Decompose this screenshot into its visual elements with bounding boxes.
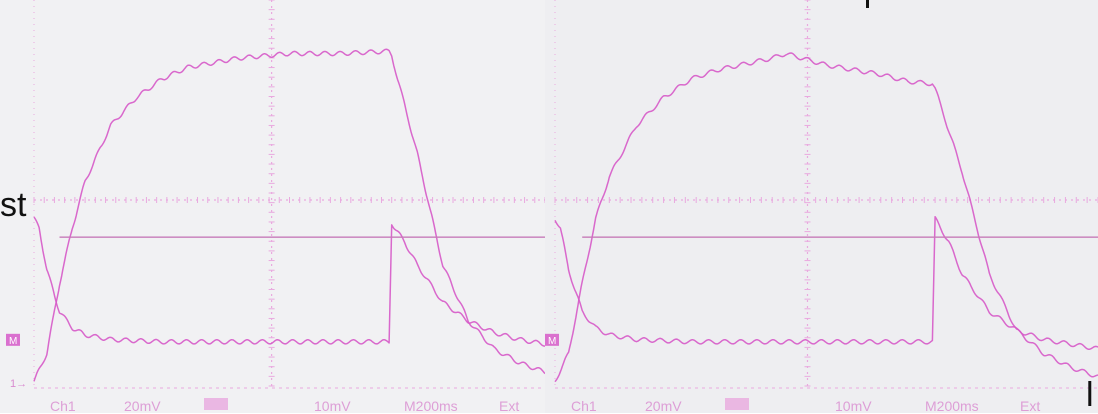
status-math-scale: 10mV	[835, 398, 872, 413]
math-channel-badge	[204, 398, 228, 410]
trace-series-1	[554, 52, 1098, 383]
math-ref-marker-box	[6, 333, 20, 346]
scope-plot-left: M 1→ Ch1 20mV 10mV M200ms Ext	[6, 0, 545, 413]
graticule	[554, 0, 1098, 389]
status-math-scale: 10mV	[314, 398, 351, 413]
graticule	[33, 0, 545, 389]
math-ref-marker-box	[545, 333, 559, 346]
trace-series-2	[33, 216, 545, 347]
status-trigger: Ext	[499, 398, 519, 413]
status-timebase: M200ms	[404, 398, 458, 413]
status-trigger: Ext	[1020, 398, 1040, 413]
math-ref-marker-label: M	[548, 336, 556, 347]
scope-screen-left: M 1→ Ch1 20mV 10mV M200ms Ext	[0, 0, 545, 413]
math-channel-badge	[725, 398, 749, 410]
status-timebase: M200ms	[925, 398, 979, 413]
trace-series-1	[33, 48, 545, 382]
scope-plot-right: M Ch1 20mV 10mV M200ms Ext	[545, 0, 1098, 413]
cropped-text-fragment-right: l	[1086, 376, 1094, 414]
status-ch1-scale: 20mV	[124, 398, 161, 413]
status-channel: Ch1	[50, 398, 76, 413]
status-ch1-scale: 20mV	[645, 398, 682, 413]
trace-series-2	[554, 215, 1098, 351]
ch1-ground-marker: 1→	[10, 378, 27, 390]
cropped-glyph-fragment-top	[866, 0, 869, 8]
cropped-text-fragment-left: st	[0, 186, 27, 224]
status-channel: Ch1	[571, 398, 597, 413]
scope-screen-right: M Ch1 20mV 10mV M200ms Ext	[545, 0, 1098, 413]
math-ref-marker-label: M	[9, 336, 17, 347]
